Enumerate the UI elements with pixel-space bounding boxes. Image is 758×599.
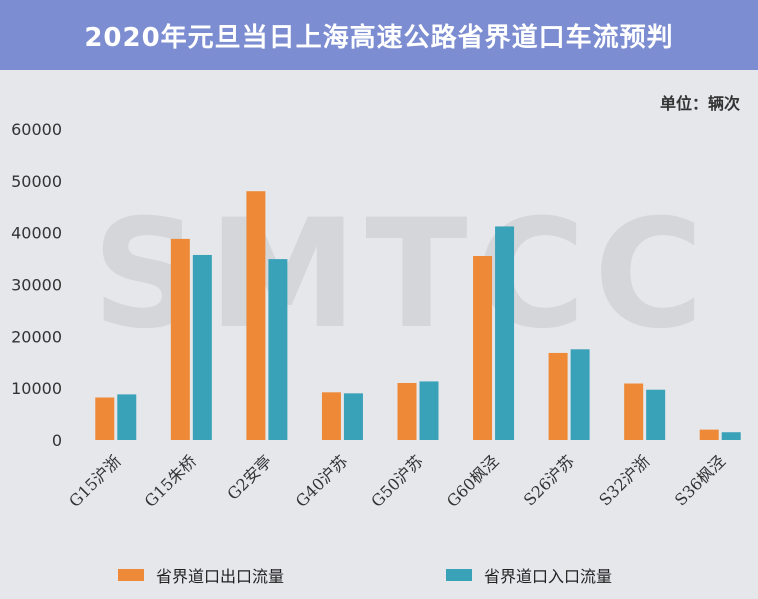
unit-label: 单位：辆次 (659, 94, 740, 113)
bar-inbound-7 (646, 389, 666, 440)
title-bar: 2020年元旦当日上海高速公路省界道口车流预判 (0, 0, 758, 70)
bar-outbound-7 (624, 383, 644, 440)
bar-outbound-3 (321, 392, 341, 440)
x-tick-label: G50沪苏 (367, 451, 427, 511)
x-tick-label: G15沪浙 (65, 451, 125, 511)
bars-group (95, 191, 741, 440)
x-tick-label: S32沪浙 (595, 451, 653, 509)
y-tick-label: 50000 (11, 172, 62, 191)
y-tick-label: 60000 (11, 120, 62, 139)
bar-outbound-6 (548, 352, 568, 440)
bar-outbound-2 (246, 191, 266, 440)
y-tick-label: 0 (52, 431, 62, 450)
bar-outbound-8 (699, 429, 719, 440)
y-axis: 0 10000 20000 30000 40000 50000 60000 (11, 120, 62, 450)
x-tick-label: G40沪苏 (292, 451, 352, 511)
legend-item-outbound: 省界道口出口流量 (118, 563, 284, 587)
x-tick-label: S36枫泾 (671, 451, 729, 509)
bar-inbound-6 (570, 349, 590, 440)
bar-inbound-4 (419, 381, 439, 440)
legend-item-inbound: 省界道口入口流量 (446, 563, 612, 587)
bar-outbound-4 (397, 382, 417, 440)
x-tick-label: G60枫泾 (443, 451, 503, 511)
legend-swatch-inbound (446, 569, 472, 581)
bar-outbound-5 (473, 255, 493, 440)
y-tick-label: 30000 (11, 276, 62, 295)
x-tick-label: S26沪苏 (520, 451, 578, 509)
legend-swatch-outbound (118, 569, 144, 581)
legend-label-outbound: 省界道口出口流量 (156, 567, 285, 586)
x-tick-label: G2安亭 (223, 451, 275, 503)
y-tick-label: 40000 (11, 224, 62, 243)
x-tick-label: G15朱桥 (141, 451, 201, 511)
bar-inbound-5 (495, 226, 515, 440)
chart-title: 2020年元旦当日上海高速公路省界道口车流预判 (84, 22, 674, 53)
bar-inbound-1 (192, 254, 212, 440)
y-tick-label: 20000 (11, 327, 62, 346)
x-axis: G15沪浙 G15朱桥 G2安亭 G40沪苏 G50沪苏 G60枫泾 S26沪苏 S32沪浙 S… (65, 451, 729, 511)
legend: 省界道口出口流量 省界道口入口流量 (0, 563, 758, 587)
legend-label-inbound: 省界道口入口流量 (484, 567, 613, 586)
bar-outbound-0 (95, 397, 115, 440)
bar-inbound-2 (268, 259, 288, 440)
bar-inbound-0 (117, 394, 137, 440)
bar-outbound-1 (170, 238, 190, 440)
bar-inbound-8 (721, 432, 741, 440)
bar-inbound-3 (343, 393, 363, 440)
y-tick-label: 10000 (11, 379, 62, 398)
